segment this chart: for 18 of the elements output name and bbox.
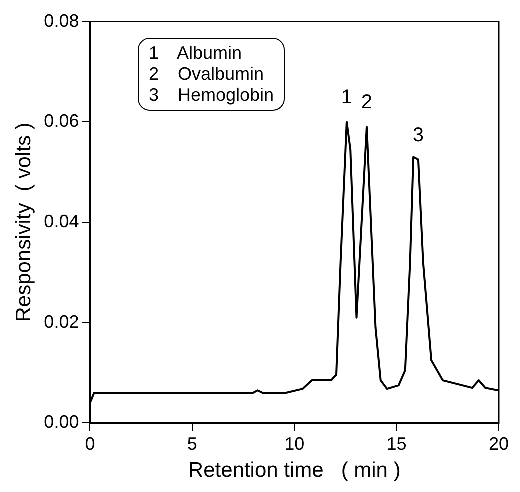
x-tick-label: 20 — [488, 434, 510, 454]
y-tick-label: 0.00 — [44, 412, 80, 432]
y-tick-label: 0.08 — [44, 10, 80, 31]
annotation: 3 — [412, 124, 424, 146]
x-tick-label: 10 — [284, 434, 305, 454]
annotation: 1 Albumin — [149, 43, 244, 64]
y-tick-label: 0.06 — [44, 111, 80, 132]
annotation: 3 Hemoglobin — [149, 85, 274, 106]
x-tick-label: 15 — [386, 434, 407, 454]
y-tick-label: 0.04 — [44, 211, 80, 232]
annotation: 2 Ovalbumin — [149, 64, 266, 85]
x-tick-label: 0 — [85, 434, 96, 454]
y-tick-label: 0.02 — [44, 312, 80, 332]
annotation: 2 — [361, 92, 373, 114]
annotation: 1 — [341, 86, 352, 109]
x-axis-title: Retention time ( min ) — [188, 459, 401, 482]
y-axis-title: Responsivity ( volts ) — [12, 122, 36, 322]
x-tick-label: 5 — [187, 434, 198, 454]
